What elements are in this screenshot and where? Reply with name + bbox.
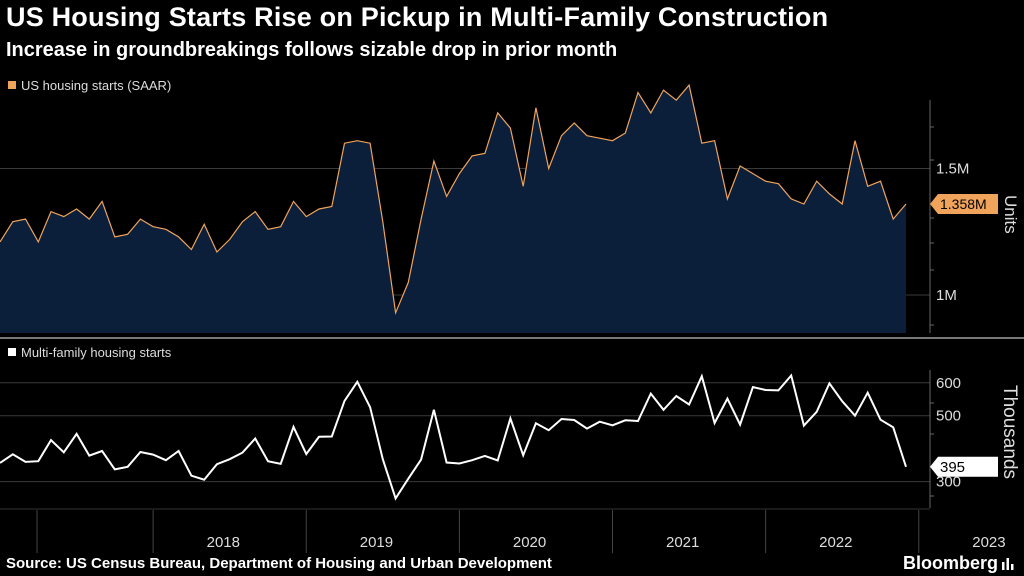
bottom-y-tick-label: 500 <box>936 408 961 425</box>
x-tick-label: 2021 <box>666 534 699 551</box>
bottom-legend-label: Multi-family housing starts <box>21 345 172 360</box>
bottom-panel: Multi-family housing starts 300 500 600 39… <box>0 345 1020 508</box>
x-tick-label: 2019 <box>360 534 393 551</box>
bottom-legend-swatch <box>8 348 16 356</box>
x-tick-label: 2018 <box>207 534 240 551</box>
chart-title: US Housing Starts Rise on Pickup in Mult… <box>6 2 829 32</box>
bottom-y-tick-label: 600 <box>936 375 961 392</box>
bottom-last-value-badge: 395 <box>930 456 998 477</box>
bottom-y-tick-label: 300 <box>936 474 961 491</box>
source-note: Source: US Census Bureau, Department of … <box>6 555 552 572</box>
top-y-tick-label: 1.5M <box>936 161 969 178</box>
top-panel: US housing starts (SAAR) 1M 1.5M 1.358M U… <box>0 77 1024 335</box>
bottom-y-axis-label: Thousands <box>999 385 1020 479</box>
x-tick-label: 2020 <box>513 534 546 551</box>
top-legend-label: US housing starts (SAAR) <box>21 78 171 93</box>
top-y-axis-label: Units <box>1001 195 1020 234</box>
bottom-series-line <box>0 373 907 501</box>
top-last-value-text: 1.358M <box>940 196 987 212</box>
top-series-line <box>0 83 907 316</box>
top-y-tick-label: 1M <box>936 287 957 304</box>
x-axis: 2018 2019 2020 2021 2022 2023 <box>0 508 1006 553</box>
top-series-area <box>0 85 906 333</box>
x-tick-label: 2022 <box>819 534 852 551</box>
brand-logo: Bloomberg <box>903 553 1014 574</box>
top-legend-swatch <box>8 81 16 89</box>
top-last-value-badge: 1.358M <box>930 193 998 214</box>
chart-subtitle: Increase in groundbreakings follows siza… <box>6 39 618 61</box>
x-tick-label: 2023 <box>972 534 1005 551</box>
bloomberg-terminal-icon <box>1002 558 1014 570</box>
bottom-last-value-text: 395 <box>940 459 965 476</box>
brand-name: Bloomberg <box>902 553 998 573</box>
